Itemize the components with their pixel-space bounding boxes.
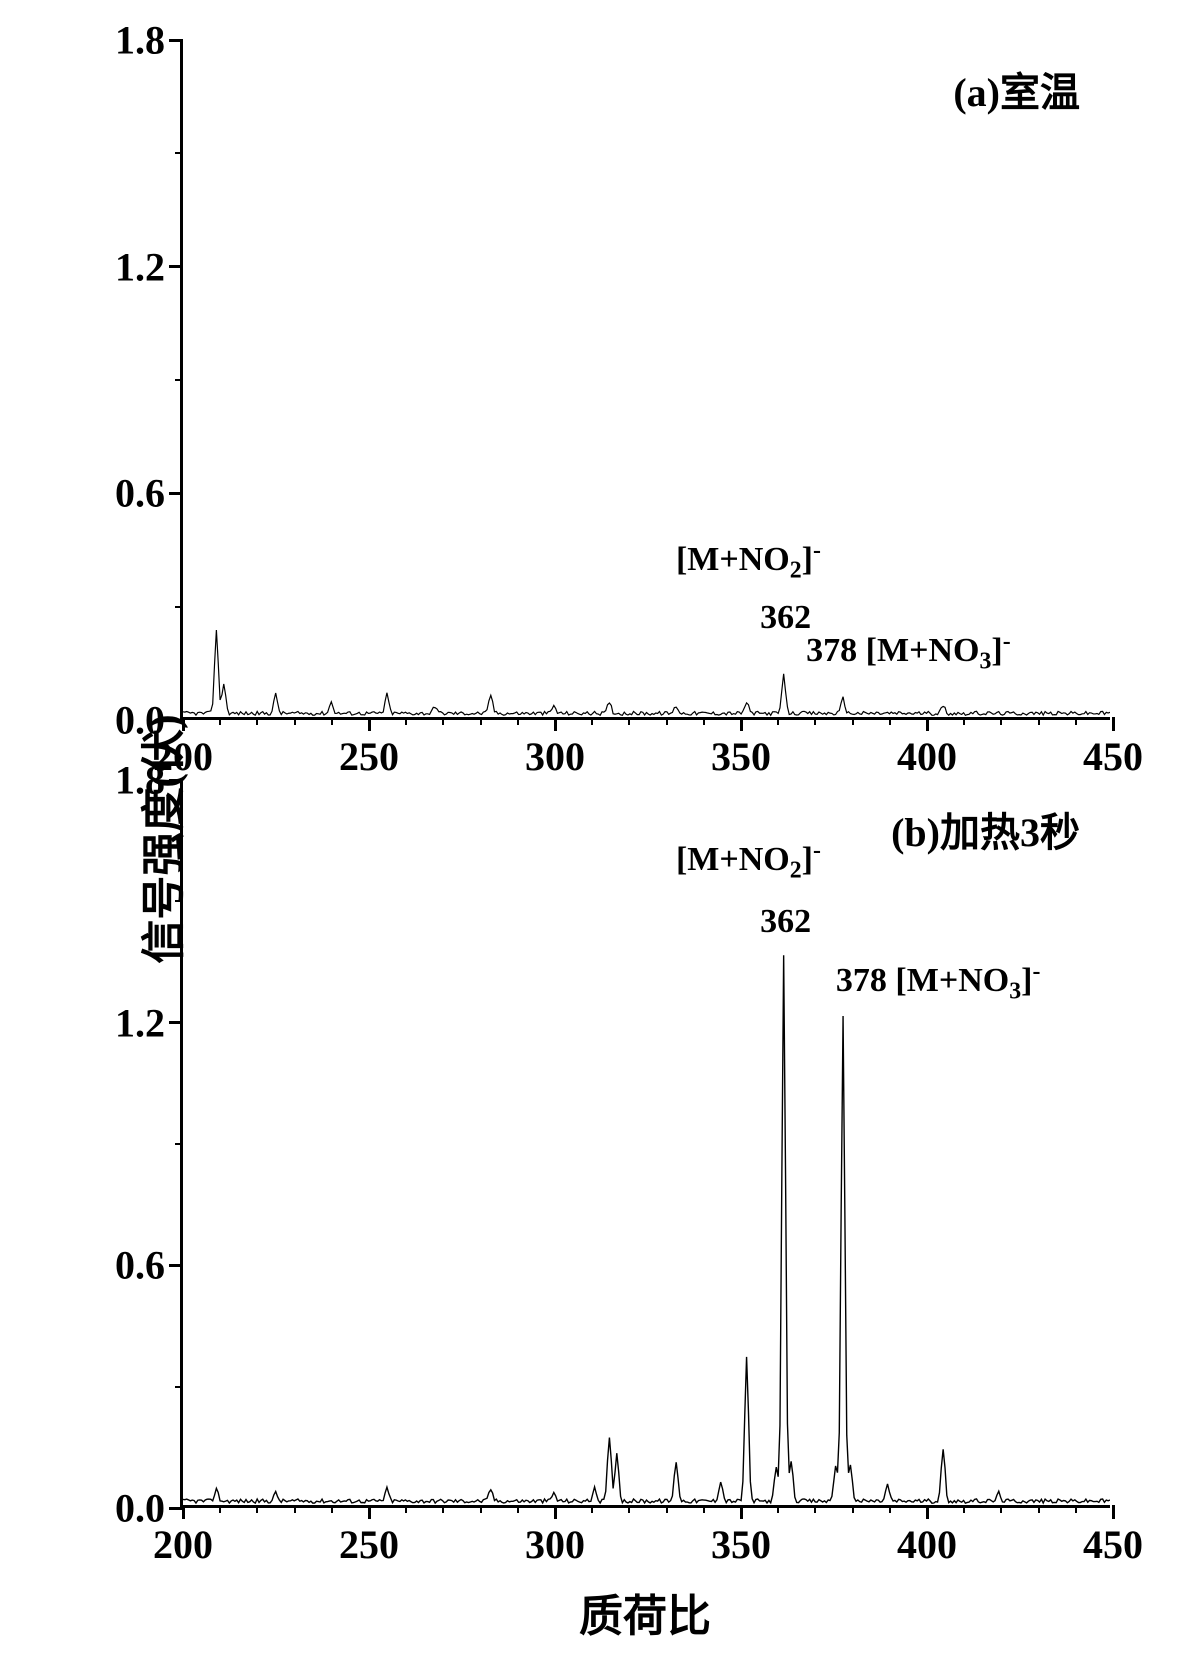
x-tick-minor (628, 1505, 630, 1513)
y-tick-minor (175, 379, 183, 381)
x-tick-minor (666, 1505, 668, 1513)
x-tick-minor (480, 717, 482, 725)
x-tick-minor (852, 717, 854, 725)
x-tick-minor (777, 717, 779, 725)
x-tick-minor (852, 1505, 854, 1513)
plot-area-a: 0.00.61.21.8200250300350400450[M+NO2]-36… (180, 40, 1110, 720)
x-tick-label: 400 (897, 733, 957, 780)
x-tick-minor (331, 717, 333, 725)
y-tick-minor (175, 1143, 183, 1145)
x-tick-minor (889, 717, 891, 725)
x-tick-minor (628, 717, 630, 725)
x-tick-minor (1038, 717, 1040, 725)
x-tick (740, 717, 743, 731)
x-tick-minor (814, 717, 816, 725)
x-tick (554, 717, 557, 731)
x-tick (926, 1505, 929, 1519)
x-tick (554, 1505, 557, 1519)
x-tick-label: 300 (525, 733, 585, 780)
panel-a: 0.00.61.21.8200250300350400450[M+NO2]-36… (180, 40, 1110, 720)
x-tick-label: 350 (711, 1521, 771, 1568)
plot-area-b: 0.00.61.21.8200250300350400450[M+NO2]-36… (180, 780, 1110, 1508)
spectrum-a (183, 40, 1110, 717)
panel-b: 0.00.61.21.8200250300350400450[M+NO2]-36… (180, 780, 1110, 1508)
x-tick-minor (591, 1505, 593, 1513)
y-tick-label: 1.8 (115, 17, 165, 64)
y-tick (169, 1021, 183, 1024)
x-tick-minor (963, 1505, 965, 1513)
y-tick-minor (175, 900, 183, 902)
spectrum-b (183, 780, 1110, 1505)
x-tick-label: 450 (1083, 1521, 1143, 1568)
y-tick-label: 0.6 (115, 1242, 165, 1289)
x-tick-minor (666, 717, 668, 725)
x-tick-minor (703, 717, 705, 725)
x-tick-minor (591, 717, 593, 725)
y-tick (169, 39, 183, 42)
x-tick-minor (517, 717, 519, 725)
x-tick (740, 1505, 743, 1519)
x-tick-minor (294, 1505, 296, 1513)
x-tick-minor (480, 1505, 482, 1513)
x-tick-minor (1000, 717, 1002, 725)
x-axis-label: 质荷比 (579, 1580, 711, 1644)
y-tick-minor (175, 606, 183, 608)
x-tick-minor (294, 717, 296, 725)
y-tick (169, 779, 183, 782)
x-tick-label: 400 (897, 1521, 957, 1568)
y-tick (169, 1264, 183, 1267)
x-tick (182, 1505, 185, 1519)
figure: 信号强度(伏) 0.00.61.21.8200250300350400450[M… (0, 0, 1191, 1678)
x-tick (1112, 717, 1115, 731)
x-tick (1112, 1505, 1115, 1519)
panel-a-label: (a)室温 (953, 60, 1080, 118)
x-tick-minor (1038, 1505, 1040, 1513)
spectrum-trace (183, 955, 1110, 1503)
x-tick-label: 450 (1083, 733, 1143, 780)
x-tick-minor (1000, 1505, 1002, 1513)
x-tick-label: 300 (525, 1521, 585, 1568)
peak-annotation: [M+NO2]- (676, 837, 821, 884)
x-tick-minor (814, 1505, 816, 1513)
x-tick-minor (219, 717, 221, 725)
x-tick-minor (703, 1505, 705, 1513)
y-tick-label: 1.2 (115, 999, 165, 1046)
x-tick (926, 717, 929, 731)
x-tick-minor (1075, 1505, 1077, 1513)
x-tick-minor (517, 1505, 519, 1513)
x-tick-minor (331, 1505, 333, 1513)
y-tick-minor (175, 1386, 183, 1388)
x-tick-label: 200 (153, 1521, 213, 1568)
x-tick-label: 350 (711, 733, 771, 780)
y-tick-label: 1.8 (115, 757, 165, 804)
x-tick-minor (405, 717, 407, 725)
x-tick-minor (963, 717, 965, 725)
peak-annotation: 362 (760, 903, 811, 941)
x-tick-minor (405, 1505, 407, 1513)
y-tick-label: 1.2 (115, 243, 165, 290)
x-tick-minor (256, 1505, 258, 1513)
x-tick-minor (256, 717, 258, 725)
x-tick-minor (219, 1505, 221, 1513)
y-tick-label: 0.6 (115, 470, 165, 517)
x-tick (182, 717, 185, 731)
x-tick-minor (777, 1505, 779, 1513)
peak-annotation: 378 [M+NO3]- (836, 959, 1040, 1006)
peak-annotation: 378 [M+NO3]- (806, 628, 1010, 675)
x-tick (368, 717, 371, 731)
x-tick-minor (889, 1505, 891, 1513)
y-tick-minor (175, 152, 183, 154)
y-tick (169, 492, 183, 495)
x-tick-label: 250 (339, 1521, 399, 1568)
x-tick-minor (1075, 717, 1077, 725)
x-tick-minor (442, 717, 444, 725)
panel-b-label: (b)加热3秒 (891, 800, 1080, 858)
peak-annotation: [M+NO2]- (676, 538, 821, 585)
x-tick (368, 1505, 371, 1519)
y-tick (169, 265, 183, 268)
x-tick-label: 250 (339, 733, 399, 780)
x-tick-minor (442, 1505, 444, 1513)
peak-annotation: 362 (760, 599, 811, 637)
